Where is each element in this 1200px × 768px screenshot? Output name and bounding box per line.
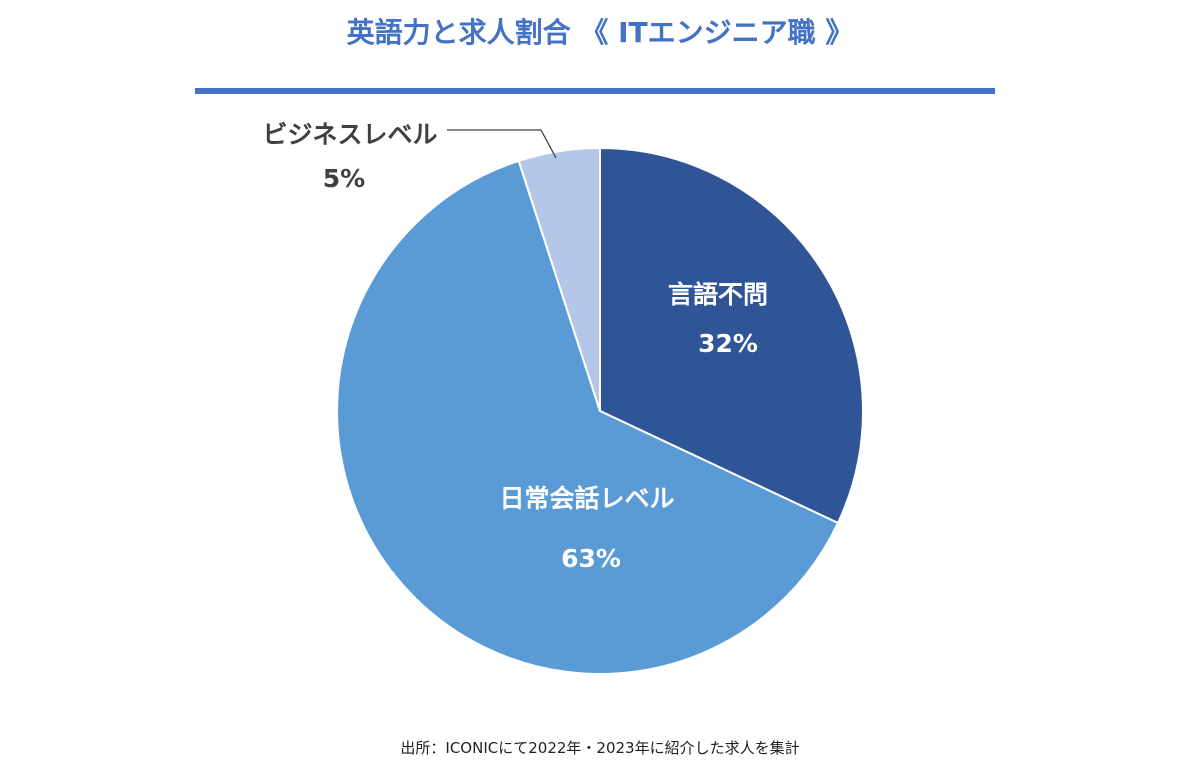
slice-category-label: 言語不問 (668, 280, 768, 309)
title-rule (195, 88, 995, 94)
leader-line (447, 129, 557, 159)
pie-slice (599, 147, 864, 524)
pie-slice (517, 147, 601, 412)
pie-chart: 言語不問 32% 日常会話レベル 63% ビジネスレベル 5% (262, 120, 864, 675)
pie-slice (336, 159, 839, 675)
pie-slices (336, 147, 864, 675)
slice-category-label: ビジネスレベル (262, 120, 437, 149)
leader-lines (447, 129, 557, 159)
slice-labels: 言語不問 32% 日常会話レベル 63% ビジネスレベル 5% (262, 120, 768, 573)
slice-value-label: 5% (323, 164, 365, 193)
chart-title: 英語力と求人割合 《 ITエンジニア職 》 (346, 16, 854, 49)
slice-category-label: 日常会話レベル (499, 484, 674, 513)
slice-value-label: 32% (698, 329, 758, 358)
slice-value-label: 63% (561, 544, 621, 573)
source-note: 出所：ICONICにて2022年・2023年に紹介した求人を集計 (400, 739, 800, 757)
